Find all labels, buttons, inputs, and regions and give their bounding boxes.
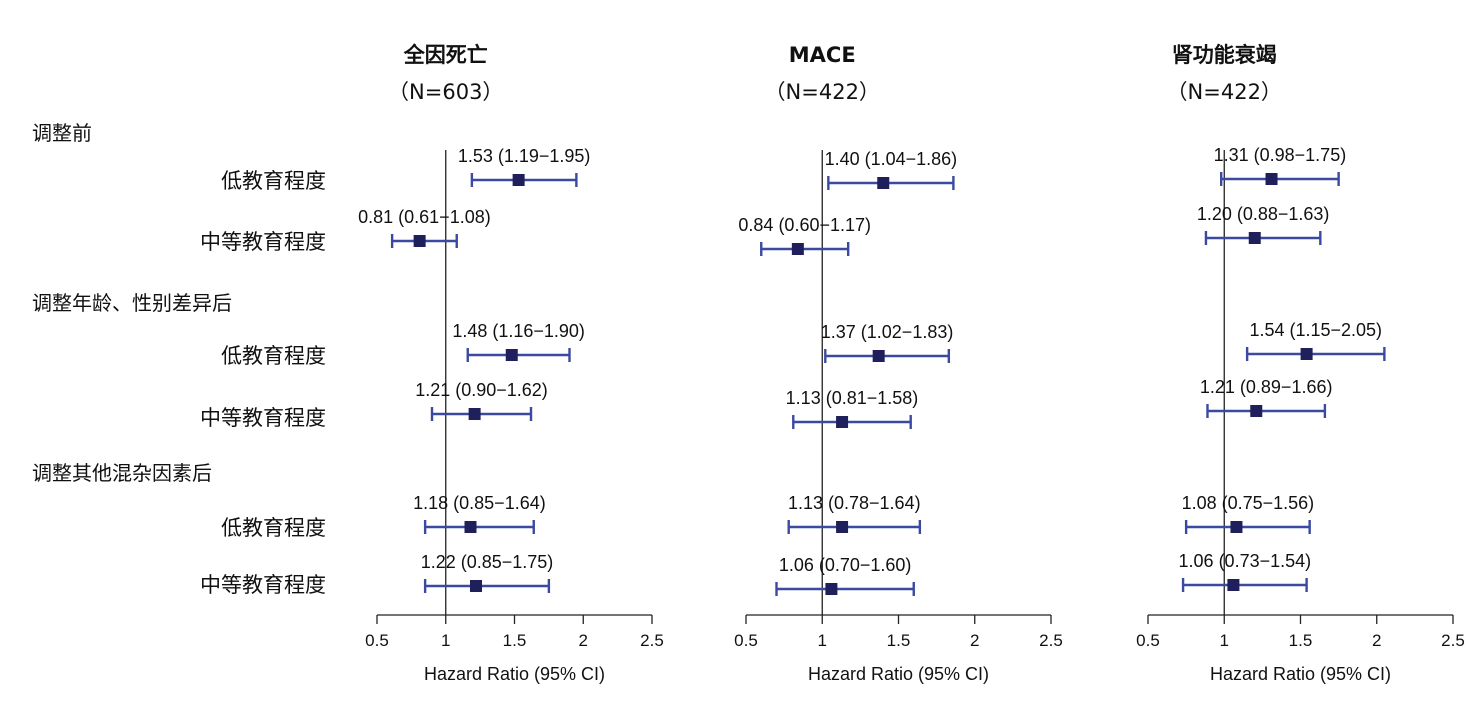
x-axis-title: Hazard Ratio (95% CI) [808,664,989,684]
row-label: 中等教育程度 [200,573,326,597]
row-label: 低教育程度 [221,169,326,193]
group-label: 调整前 [32,121,92,145]
hr-marker [872,350,885,362]
x-tick-label: 2.5 [1039,631,1063,650]
x-tick-label: 1.5 [1289,631,1313,650]
ci-text-label: 1.53 (1.19−1.95) [458,146,591,166]
hr-marker [1265,173,1278,185]
panel-title: 肾功能衰竭 [1172,43,1277,67]
ci-text-label: 0.84 (0.60−1.17) [738,215,871,235]
panels: 全因死亡 （N=603） 0.5 1 1.5 2 2.5 Hazard Ratio (95% … [358,43,1465,684]
hr-marker [825,583,838,595]
ci-text-label: 1.22 (0.85−1.75) [421,552,554,572]
x-tick-label: 2 [1372,631,1381,650]
panel-subtitle: （N=422） [1167,80,1282,104]
ci-text-label: 1.13 (0.78−1.64) [788,493,921,513]
hr-marker [468,408,481,420]
ci-text-label: 1.21 (0.90−1.62) [415,380,548,400]
hr-marker [470,580,482,592]
x-tick-label: 2 [970,631,979,650]
panel-title: 全因死亡 [403,43,488,67]
x-tick-label: 2 [579,631,588,650]
hr-marker [512,174,525,186]
row-label: 中等教育程度 [200,230,326,254]
ci-text-label: 1.37 (1.02−1.83) [821,322,954,342]
hr-marker [413,235,426,247]
x-tick-label: 0.5 [1136,631,1160,650]
row-labels: 调整前低教育程度中等教育程度调整年龄、性别差异后低教育程度中等教育程度调整其他混… [32,121,326,597]
row-label: 中等教育程度 [200,406,326,430]
row-label: 低教育程度 [221,516,326,540]
ci-text-label: 1.06 (0.73−1.54) [1179,551,1312,571]
panel: MACE （N=422） 0.5 1 1.5 2 2.5 Hazard Ratio (95% … [734,43,1063,684]
x-tick-label: 2.5 [1441,631,1465,650]
panel-subtitle: （N=422） [765,80,880,104]
group-label: 调整其他混杂因素后 [32,461,212,485]
hr-marker [1230,521,1243,533]
hr-marker [1248,232,1261,244]
ci-text-label: 1.40 (1.04−1.86) [825,149,958,169]
x-tick-label: 1 [818,631,827,650]
hr-marker [877,177,890,189]
ci-text-label: 1.18 (0.85−1.64) [413,493,546,513]
x-tick-label: 2.5 [640,631,664,650]
x-tick-label: 1.5 [887,631,911,650]
row-label: 低教育程度 [221,344,326,368]
x-axis-title: Hazard Ratio (95% CI) [424,664,605,684]
ci-text-label: 1.31 (0.98−1.75) [1214,145,1347,165]
hr-marker [791,243,804,255]
ci-text-label: 1.06 (0.70−1.60) [779,555,912,575]
ci-text-label: 1.21 (0.89−1.66) [1200,377,1333,397]
x-tick-label: 1 [441,631,450,650]
x-tick-label: 0.5 [734,631,758,650]
hr-marker [836,416,849,428]
hr-marker [836,521,849,533]
x-tick-label: 1.5 [503,631,527,650]
ci-text-label: 1.48 (1.16−1.90) [452,321,585,341]
ci-text-label: 1.08 (0.75−1.56) [1182,493,1315,513]
ci-text-label: 1.20 (0.88−1.63) [1197,204,1330,224]
ci-text-label: 1.13 (0.81−1.58) [786,388,919,408]
hr-marker [464,521,477,533]
ci-text-label: 0.81 (0.61−1.08) [358,207,491,227]
panel: 肾功能衰竭 （N=422） 0.5 1 1.5 2 2.5 Hazard Ratio (95%… [1136,43,1465,684]
panel: 全因死亡 （N=603） 0.5 1 1.5 2 2.5 Hazard Ratio (95% … [358,43,664,684]
hr-marker [505,349,518,361]
x-tick-label: 0.5 [365,631,389,650]
group-label: 调整年龄、性别差异后 [32,291,232,315]
x-tick-label: 1 [1220,631,1229,650]
hr-marker [1300,348,1313,360]
panel-title: MACE [789,43,856,67]
panel-subtitle: （N=603） [388,80,503,104]
ci-text-label: 1.54 (1.15−2.05) [1249,320,1382,340]
x-axis-title: Hazard Ratio (95% CI) [1210,664,1391,684]
hr-marker [1227,579,1240,591]
hr-marker [1250,405,1263,417]
